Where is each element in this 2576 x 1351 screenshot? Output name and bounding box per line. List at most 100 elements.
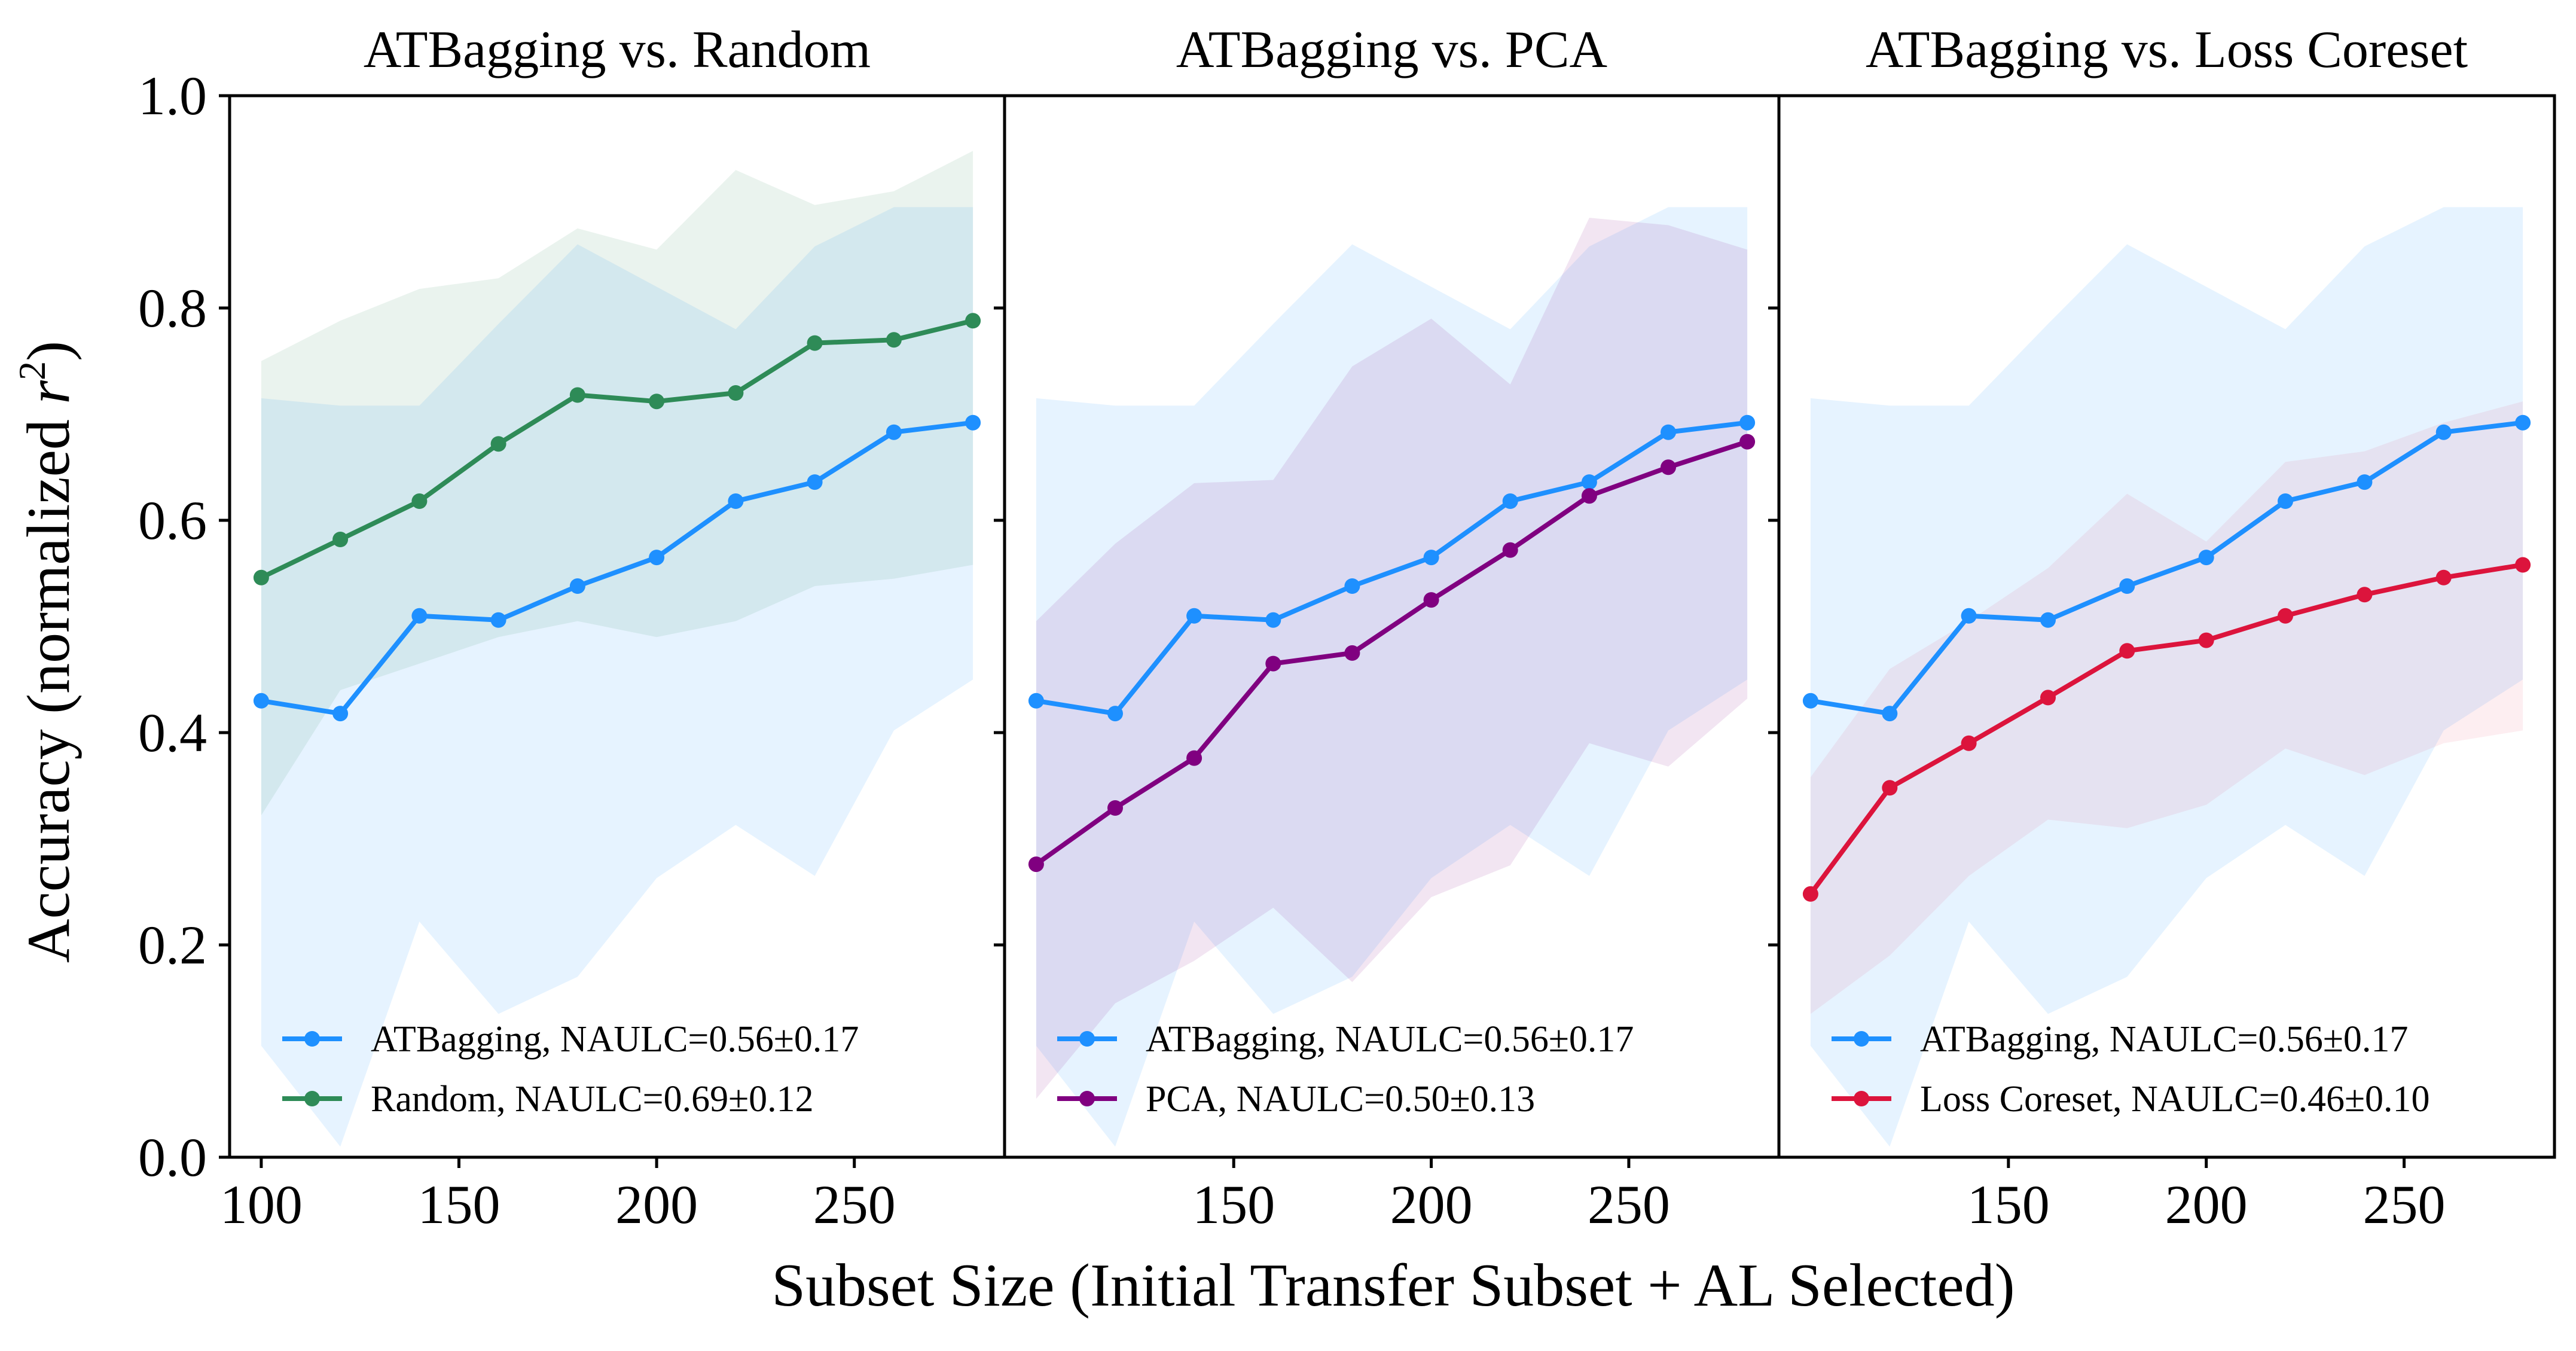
band-atbagging — [261, 207, 973, 1147]
point-random-180 — [569, 387, 585, 403]
point-atbagging-160 — [2040, 612, 2056, 628]
point-atbagging-220 — [728, 493, 744, 509]
point-loss-coreset-240 — [2357, 587, 2373, 603]
point-atbagging-200 — [649, 550, 665, 566]
y-axis-label-main: Accuracy (normalized — [15, 404, 83, 963]
panel-title: ATBagging vs. Loss Coreset — [1866, 21, 2468, 79]
legend: ATBagging, NAULC=0.56±0.17 Loss Coreset, … — [1832, 1019, 2430, 1120]
point-loss-coreset-140 — [1961, 735, 1977, 751]
point-pca-280 — [1739, 434, 1756, 450]
legend-marker-atbagging — [1854, 1031, 1869, 1047]
point-atbagging-240 — [807, 474, 823, 490]
y-tick-label: 0.0 — [138, 1127, 207, 1188]
legend: ATBagging, NAULC=0.56±0.17 Random, NAULC=… — [282, 1019, 859, 1120]
point-atbagging-160 — [490, 612, 506, 628]
point-atbagging-180 — [569, 578, 585, 594]
x-tick-label: 150 — [1192, 1174, 1275, 1235]
legend-label-atbagging: ATBagging, NAULC=0.56±0.17 — [1920, 1019, 2408, 1060]
point-random-240 — [807, 335, 823, 351]
y-tick-label: 1.0 — [138, 65, 207, 126]
point-pca-240 — [1581, 488, 1597, 504]
point-random-200 — [649, 394, 665, 410]
y-tick-label: 0.4 — [138, 702, 207, 763]
point-pca-220 — [1502, 542, 1518, 558]
point-random-100 — [253, 569, 269, 585]
point-atbagging-260 — [2435, 424, 2452, 440]
series-line-pca — [1034, 439, 1748, 867]
legend-marker-random — [304, 1091, 320, 1106]
point-atbagging-140 — [1186, 608, 1202, 624]
point-random-140 — [411, 493, 428, 509]
legend-marker-pca — [1079, 1091, 1095, 1106]
point-atbagging-220 — [2278, 493, 2293, 509]
point-loss-coreset-160 — [2040, 690, 2056, 706]
x-tick-label: 250 — [813, 1174, 896, 1235]
band-atbagging — [1810, 207, 2523, 1147]
point-pca-120 — [1107, 800, 1123, 816]
point-atbagging-200 — [2198, 550, 2214, 566]
point-pca-180 — [1344, 645, 1360, 661]
point-loss-coreset-180 — [2119, 643, 2135, 659]
point-atbagging-120 — [332, 706, 349, 722]
legend-label-loss-coreset: Loss Coreset, NAULC=0.46±0.10 — [1920, 1079, 2430, 1120]
y-tick-label: 0.8 — [138, 277, 207, 338]
band-atbagging — [1036, 207, 1748, 1147]
legend: ATBagging, NAULC=0.56±0.17 PCA, NAULC=0.5… — [1057, 1019, 1634, 1120]
point-atbagging-260 — [886, 424, 902, 440]
x-tick-label: 250 — [1588, 1174, 1670, 1235]
legend-label-atbagging: ATBagging, NAULC=0.56±0.17 — [371, 1019, 859, 1060]
legend-label-random: Random, NAULC=0.69±0.12 — [371, 1079, 814, 1120]
point-atbagging-120 — [1107, 706, 1123, 722]
band-random — [261, 151, 973, 816]
point-pca-200 — [1423, 592, 1439, 608]
point-pca-140 — [1186, 750, 1202, 766]
point-loss-coreset-100 — [1802, 886, 1818, 902]
y-axis-label-superscript: 2 — [11, 361, 53, 380]
point-atbagging-260 — [1661, 424, 1676, 440]
series-line-loss-coreset — [1808, 562, 2523, 896]
x-tick-label: 200 — [2165, 1174, 2248, 1235]
point-atbagging-140 — [1961, 608, 1977, 624]
point-atbagging-140 — [411, 608, 428, 624]
legend-marker-atbagging — [304, 1031, 320, 1047]
point-atbagging-200 — [1423, 550, 1439, 566]
x-tick-label: 150 — [418, 1174, 500, 1235]
point-loss-coreset-120 — [1882, 780, 1898, 796]
series-line-atbagging — [1810, 420, 2523, 716]
y-tick-label: 0.2 — [138, 914, 207, 975]
point-loss-coreset-280 — [2515, 557, 2531, 573]
series-line-random — [260, 318, 974, 580]
point-atbagging-280 — [1739, 414, 1756, 431]
plot-frame — [1777, 94, 2556, 1159]
point-atbagging-100 — [1802, 693, 1818, 709]
y-axis-label-end: ) — [15, 341, 83, 361]
point-random-260 — [886, 332, 902, 348]
point-atbagging-120 — [1882, 706, 1898, 722]
point-atbagging-280 — [965, 414, 981, 431]
point-loss-coreset-200 — [2198, 632, 2214, 648]
point-pca-100 — [1028, 856, 1044, 873]
y-axis-label-variable: r — [15, 380, 83, 404]
point-pca-160 — [1265, 655, 1281, 672]
point-pca-260 — [1661, 459, 1676, 475]
point-atbagging-180 — [2119, 578, 2135, 594]
point-atbagging-100 — [1028, 693, 1044, 709]
point-atbagging-220 — [1502, 493, 1518, 509]
band-loss-coreset — [1810, 401, 2523, 1014]
panels: ATBagging vs. Random 0.0 0.2 0.4 0.6 0.8 1.0 10… — [138, 21, 2556, 1235]
panel-title: ATBagging vs. Random — [364, 21, 871, 79]
legend-label-pca: PCA, NAULC=0.50±0.13 — [1146, 1079, 1535, 1120]
x-tick-label: 200 — [615, 1174, 698, 1235]
point-atbagging-180 — [1344, 578, 1360, 594]
point-random-220 — [728, 385, 744, 401]
point-atbagging-240 — [2357, 474, 2373, 490]
point-random-120 — [332, 532, 349, 547]
y-axis-label: Accuracy (normalized r2) — [11, 341, 83, 963]
point-atbagging-160 — [1265, 612, 1281, 628]
point-random-160 — [490, 436, 506, 452]
x-axis-label: Subset Size (Initial Transfer Subset + A… — [771, 1252, 2015, 1319]
point-loss-coreset-260 — [2435, 569, 2452, 585]
point-atbagging-240 — [1581, 474, 1597, 490]
x-tick-label: 100 — [220, 1174, 303, 1235]
